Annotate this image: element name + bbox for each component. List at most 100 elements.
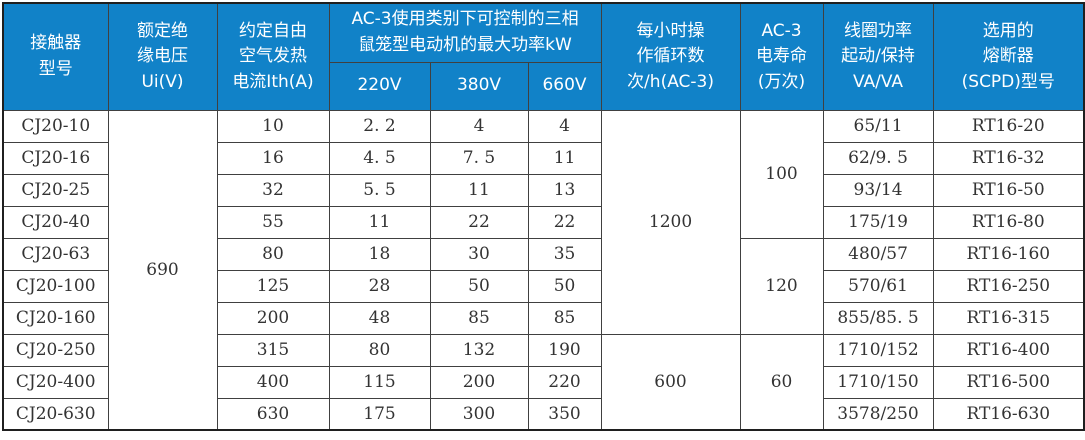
header-ac3-max-power: AC-3使用类别下可控制的三相 鼠笼型电动机的最大功率kW (328, 2, 602, 63)
cell-power-380v: 7. 5 (429, 141, 529, 175)
header-electrical-life: AC-3 电寿命 (万次) (739, 2, 824, 111)
cell-power-380v: 22 (429, 205, 529, 239)
header-voltage-660: 660V (527, 61, 602, 111)
cell-power-660v: 13 (527, 173, 602, 207)
cell-model: CJ20-250 (2, 333, 109, 367)
cell-electrical-life: 120 (739, 237, 824, 335)
cell-power-380v: 132 (429, 333, 529, 367)
table-body: CJ20-10 690 10 2. 2 4 4 1200 100 65/11 R… (2, 109, 1085, 431)
table-row: CJ20-25 32 5. 5 11 13 93/14 RT16-50 (2, 173, 1085, 207)
cell-power-380v: 4 (429, 109, 529, 143)
cell-fuse-type: RT16-50 (932, 173, 1085, 207)
header-insulation-voltage: 额定绝 缘电压 Ui(V) (107, 2, 218, 111)
cell-power-220v: 28 (328, 269, 431, 303)
cell-thermal-current: 400 (216, 365, 330, 399)
header-fuse-type: 选用的 熔断器 (SCPD)型号 (932, 2, 1085, 111)
cell-model: CJ20-10 (2, 109, 109, 143)
table-row: CJ20-63 80 18 30 35 120 480/57 RT16-160 (2, 237, 1085, 335)
cell-power-660v: 35 (527, 237, 602, 271)
header-model: 接触器 型号 (2, 2, 109, 111)
table-row: CJ20-16 16 4. 5 7. 5 11 62/9. 5 RT16-32 (2, 141, 1085, 175)
cell-electrical-life: 60 (739, 333, 824, 431)
table-header: 接触器 型号 额定绝 缘电压 Ui(V) 约定自由 空气发热 电流Ith(A) … (2, 2, 1085, 111)
cell-power-660v: 190 (527, 333, 602, 367)
cell-thermal-current: 10 (216, 109, 330, 143)
cell-power-380v: 85 (429, 301, 529, 335)
cell-fuse-type: RT16-160 (932, 237, 1085, 271)
cell-coil-power: 175/19 (822, 205, 934, 239)
cell-coil-power: 570/61 (822, 269, 934, 303)
table-row: CJ20-100 125 28 50 50 570/61 RT16-250 (2, 269, 1085, 303)
cell-power-220v: 18 (328, 237, 431, 271)
cell-coil-power: 855/85. 5 (822, 301, 934, 335)
table-row: CJ20-10 690 10 2. 2 4 4 1200 100 65/11 R… (2, 109, 1085, 431)
cell-thermal-current: 200 (216, 301, 330, 335)
cell-power-220v: 175 (328, 397, 431, 431)
table-row: CJ20-40 55 11 22 22 175/19 RT16-80 (2, 205, 1085, 239)
cell-fuse-type: RT16-32 (932, 141, 1085, 175)
cell-coil-power: 93/14 (822, 173, 934, 207)
cell-thermal-current: 32 (216, 173, 330, 207)
cell-thermal-current: 80 (216, 237, 330, 271)
cell-thermal-current: 16 (216, 141, 330, 175)
cell-power-220v: 4. 5 (328, 141, 431, 175)
cell-fuse-type: RT16-400 (932, 333, 1085, 367)
cell-power-220v: 11 (328, 205, 431, 239)
cell-fuse-type: RT16-500 (932, 365, 1085, 399)
cell-fuse-type: RT16-20 (932, 109, 1085, 143)
header-cycles-per-hour: 每小时操 作循环数 次/h(AC-3) (600, 2, 741, 111)
cell-fuse-type: RT16-250 (932, 269, 1085, 303)
cell-cycles-per-hour: 1200 (600, 109, 741, 335)
cell-thermal-current: 315 (216, 333, 330, 367)
cell-power-660v: 85 (527, 301, 602, 335)
contactor-spec-table: 接触器 型号 额定绝 缘电压 Ui(V) 约定自由 空气发热 电流Ith(A) … (2, 2, 1085, 431)
cell-coil-power: 1710/152 (822, 333, 934, 367)
cell-coil-power: 1710/150 (822, 365, 934, 399)
cell-model: CJ20-100 (2, 269, 109, 303)
table-row: CJ20-250 315 80 132 190 600 60 1710/152 … (2, 333, 1085, 431)
cell-fuse-type: RT16-630 (932, 397, 1085, 431)
cell-power-220v: 48 (328, 301, 431, 335)
cell-model: CJ20-40 (2, 205, 109, 239)
cell-power-660v: 350 (527, 397, 602, 431)
cell-model: CJ20-630 (2, 397, 109, 431)
cell-power-660v: 220 (527, 365, 602, 399)
cell-power-220v: 80 (328, 333, 431, 367)
cell-coil-power: 62/9. 5 (822, 141, 934, 175)
cell-model: CJ20-16 (2, 141, 109, 175)
table-row: CJ20-400 400 115 200 220 1710/150 RT16-5… (2, 365, 1085, 399)
header-voltage-220: 220V (328, 61, 431, 111)
header-voltage-380: 380V (429, 61, 529, 111)
cell-fuse-type: RT16-80 (932, 205, 1085, 239)
cell-fuse-type: RT16-315 (932, 301, 1085, 335)
cell-power-220v: 2. 2 (328, 109, 431, 143)
table-row: CJ20-630 630 175 300 350 3578/250 RT16-6… (2, 397, 1085, 431)
cell-cycles-per-hour: 600 (600, 333, 741, 431)
cell-power-380v: 200 (429, 365, 529, 399)
cell-power-380v: 300 (429, 397, 529, 431)
cell-model: CJ20-160 (2, 301, 109, 335)
cell-power-660v: 22 (527, 205, 602, 239)
cell-power-660v: 50 (527, 269, 602, 303)
cell-power-220v: 5. 5 (328, 173, 431, 207)
header-coil-power: 线圈功率 起动/保持 VA/VA (822, 2, 934, 111)
cell-thermal-current: 125 (216, 269, 330, 303)
cell-electrical-life: 100 (739, 109, 824, 239)
cell-model: CJ20-25 (2, 173, 109, 207)
cell-coil-power: 3578/250 (822, 397, 934, 431)
cell-power-380v: 50 (429, 269, 529, 303)
cell-coil-power: 65/11 (822, 109, 934, 143)
cell-power-380v: 11 (429, 173, 529, 207)
cell-power-220v: 115 (328, 365, 431, 399)
cell-power-660v: 11 (527, 141, 602, 175)
header-thermal-current: 约定自由 空气发热 电流Ith(A) (216, 2, 330, 111)
cell-model: CJ20-63 (2, 237, 109, 271)
cell-thermal-current: 55 (216, 205, 330, 239)
cell-power-380v: 30 (429, 237, 529, 271)
cell-power-660v: 4 (527, 109, 602, 143)
table-row: CJ20-160 200 48 85 85 855/85. 5 RT16-315 (2, 301, 1085, 335)
cell-coil-power: 480/57 (822, 237, 934, 271)
cell-model: CJ20-400 (2, 365, 109, 399)
cell-insulation-voltage: 690 (107, 109, 218, 431)
